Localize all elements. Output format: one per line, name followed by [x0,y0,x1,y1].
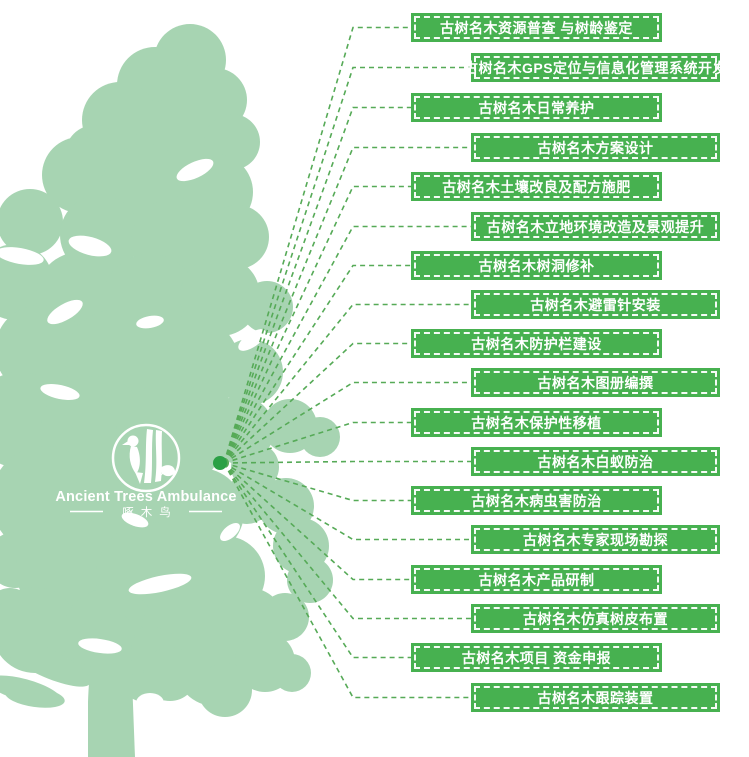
connector-line [223,264,411,464]
hub-dot [213,456,227,470]
logo-circle [111,423,181,493]
connector-line [223,106,411,464]
connector-line [223,462,471,699]
connector-line [223,26,411,464]
tree-trunk [88,638,135,757]
connector-line [223,303,471,464]
connector-line [223,462,411,581]
logo: Ancient Trees Ambulance 啄木鸟 [55,423,236,519]
connector-line [223,462,471,620]
connector-line [223,66,471,464]
connector-line [223,185,411,464]
tree-illustration [0,24,340,757]
connector-line [223,462,411,502]
connector-line [223,462,411,659]
connector-line [223,462,471,541]
logo-title: Ancient Trees Ambulance [55,489,236,505]
connector-line [223,342,411,464]
connector-lines [223,26,471,699]
woodpecker-icon [122,429,176,484]
connector-line [223,460,471,464]
connector-line [223,421,411,464]
logo-subtitle: 啄木鸟 [122,505,178,519]
